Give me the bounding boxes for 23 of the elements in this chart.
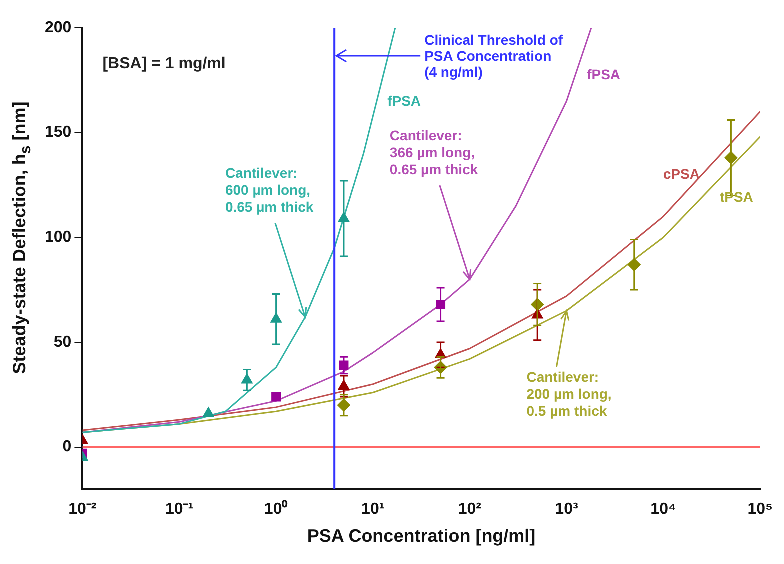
x-tick-label: 10¹: [362, 501, 385, 518]
y-tick-label: 200: [44, 19, 72, 36]
y-tick-label: 150: [44, 124, 72, 142]
x-tick-label: 10⁻¹: [165, 501, 194, 518]
series-label: fPSA: [388, 92, 422, 109]
x-tick-label: 10⁻²: [68, 501, 97, 518]
y-tick-label: 0: [62, 438, 72, 456]
annotation: Cantilever: 200 µm long, 0.5 µm thick: [526, 368, 612, 419]
x-axis-title: PSA Concentration [ng/ml]: [307, 526, 536, 546]
x-tick-label: 10⁴: [650, 501, 676, 518]
y-tick-label: 50: [54, 334, 72, 351]
series-label: fPSA: [587, 66, 621, 83]
ref-line-label: Clinical Threshold of PSA Concentration (4 ng/ml): [424, 32, 564, 80]
x-tick-label: 10⁰: [264, 500, 288, 518]
x-tick-label: 10⁵: [748, 501, 773, 518]
series-label: cPSA: [663, 166, 700, 182]
x-tick-label: 10³: [555, 501, 578, 518]
x-tick-label: 10²: [458, 501, 482, 518]
annotation: Cantilever: 366 µm long, 0.65 µm thick: [390, 127, 478, 178]
series-label: tPSA: [720, 189, 754, 206]
annotation: Cantilever: 600 µm long, 0.65 µm thick: [225, 165, 314, 216]
y-tick-label: 100: [44, 229, 72, 246]
annotation: [BSA] = 1 mg/ml: [102, 55, 226, 72]
